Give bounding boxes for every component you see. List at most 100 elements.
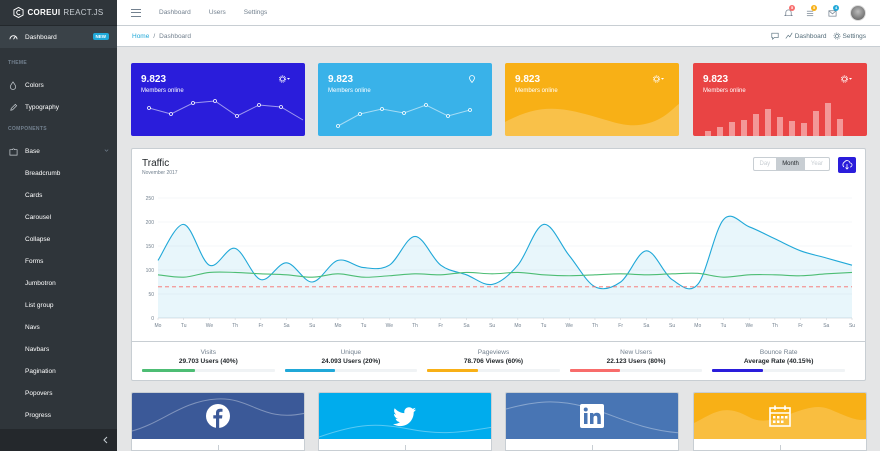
social-card-linkedin bbox=[505, 392, 679, 451]
sidebar-item-cards[interactable]: Cards bbox=[0, 184, 117, 206]
sidebar-item-label: Jumbotron bbox=[25, 279, 56, 287]
footer-stat-key: Bounce Rate bbox=[759, 349, 798, 356]
x-tick-label: Mo bbox=[334, 323, 341, 329]
sidebar-item-popovers[interactable]: Popovers bbox=[0, 382, 117, 404]
sidebar-item-jumbotron[interactable]: Jumbotron bbox=[0, 272, 117, 294]
header-link-users[interactable]: Users bbox=[208, 9, 226, 16]
y-tick-label: 100 bbox=[146, 268, 155, 274]
x-tick-label: Th bbox=[772, 323, 778, 329]
sidebar-item-colors[interactable]: Colors bbox=[0, 74, 117, 96]
chevron-down-icon bbox=[104, 149, 109, 152]
social-card-calendar bbox=[693, 392, 867, 451]
speech-icon[interactable] bbox=[771, 32, 779, 40]
brand[interactable]: COREUI REACT.JS bbox=[0, 0, 117, 26]
sidebar-item-label: Pagination bbox=[25, 367, 56, 375]
stat-value: 9.823 bbox=[141, 74, 167, 85]
sidebar-item-pagination[interactable]: Pagination bbox=[0, 360, 117, 382]
gear-dropdown-icon[interactable] bbox=[279, 75, 291, 83]
progress-bar bbox=[427, 369, 560, 372]
footer-stat-key: New Users bbox=[620, 349, 652, 356]
download-button[interactable] bbox=[838, 157, 856, 173]
footer-stat-visits: Visits 29.703 Users (40%) bbox=[142, 342, 285, 381]
gear-dropdown-icon[interactable] bbox=[841, 75, 853, 83]
sidebar-item-navbars[interactable]: Navbars bbox=[0, 338, 117, 360]
header-link-settings[interactable]: Settings bbox=[243, 9, 268, 16]
range-button-group: Day Month Year bbox=[752, 157, 830, 171]
bar-sparkline-chart bbox=[705, 103, 843, 136]
x-tick-label: Sa bbox=[823, 323, 829, 329]
avatar[interactable] bbox=[850, 5, 866, 21]
x-tick-label: Mo bbox=[694, 323, 701, 329]
x-tick-label: Su bbox=[849, 323, 855, 329]
hamburger-menu-icon[interactable] bbox=[131, 8, 141, 17]
breadcrumb-dashboard-label: Dashboard bbox=[794, 32, 827, 40]
y-tick-label: 250 bbox=[146, 196, 155, 202]
mail-badge: 4 bbox=[833, 5, 840, 11]
breadcrumb-current: Dashboard bbox=[159, 32, 191, 40]
stat-card-members-1: 9.823 Members online bbox=[131, 63, 305, 136]
x-tick-label: Th bbox=[232, 323, 238, 329]
y-tick-label: 0 bbox=[151, 316, 154, 322]
area-sparkline-chart bbox=[505, 104, 679, 136]
location-pin-icon[interactable] bbox=[468, 75, 476, 83]
x-tick-label: Fr bbox=[438, 323, 443, 329]
footer-stat-bounce-rate: Bounce Rate Average Rate (40.15%) bbox=[712, 342, 855, 381]
mail-icon[interactable]: 4 bbox=[828, 5, 840, 18]
x-tick-label: Fr bbox=[618, 323, 623, 329]
traffic-subtitle: November 2017 bbox=[142, 170, 178, 176]
pencil-icon bbox=[8, 102, 18, 112]
sidebar-item-list-group[interactable]: List group bbox=[0, 294, 117, 316]
sidebar-item-typography[interactable]: Typography bbox=[0, 96, 117, 118]
gear-dropdown-icon[interactable] bbox=[653, 75, 665, 83]
range-button-day[interactable]: Day bbox=[759, 161, 771, 167]
sidebar-item-progress[interactable]: Progress bbox=[0, 404, 117, 426]
sidebar-item-label: Base bbox=[25, 147, 40, 155]
footer-stat-value: 78.706 Views (60%) bbox=[463, 358, 524, 365]
sidebar-item-breadcrumb[interactable]: Breadcrumb bbox=[0, 162, 117, 184]
range-button-month[interactable]: Month bbox=[776, 158, 805, 170]
traffic-chart: 0 50 100 150 200 250 Mo Tu We Th Fr Sa Su Mo Tu We Th Fr S… bbox=[146, 196, 856, 329]
range-button-year[interactable]: Year bbox=[810, 161, 823, 167]
sidebar-item-carousel[interactable]: Carousel bbox=[0, 206, 117, 228]
x-tick-label: Mo bbox=[514, 323, 521, 329]
sidebar-item-label: Cards bbox=[25, 191, 43, 199]
sidebar-item-base[interactable]: Base bbox=[0, 140, 117, 162]
brand-name: COREUI bbox=[27, 8, 61, 17]
stat-value: 9.823 bbox=[328, 74, 354, 85]
x-tick-label: Tu bbox=[361, 323, 367, 329]
list-icon[interactable]: 5 bbox=[806, 5, 818, 18]
stat-label: Members online bbox=[703, 88, 746, 94]
footer-stat-unique: Unique 24.093 Users (20%) bbox=[284, 342, 428, 381]
series-area bbox=[158, 216, 852, 318]
x-tick-label: Su bbox=[309, 323, 315, 329]
breadcrumb-home[interactable]: Home bbox=[132, 32, 150, 40]
sidebar-item-label: Collapse bbox=[25, 235, 51, 243]
sidebar-minimizer[interactable] bbox=[0, 429, 117, 451]
bell-icon[interactable]: 5 bbox=[784, 5, 796, 18]
new-badge: NEW bbox=[92, 33, 109, 40]
progress-bar bbox=[712, 369, 845, 372]
chevron-left-icon bbox=[103, 436, 108, 444]
nav-title-theme: THEME bbox=[8, 60, 27, 66]
sidebar-item-navs[interactable]: Navs bbox=[0, 316, 117, 338]
y-tick-label: 150 bbox=[146, 244, 155, 250]
cloud-download-icon bbox=[842, 160, 853, 170]
stat-card-members-3: 9.823 Members online bbox=[505, 63, 679, 136]
series-line-0 bbox=[157, 215, 853, 290]
sidebar-item-label: Navbars bbox=[25, 345, 50, 353]
header-link-dashboard[interactable]: Dashboard bbox=[159, 9, 191, 16]
graph-icon bbox=[785, 32, 793, 39]
breadcrumb-dashboard-link[interactable]: Dashboard bbox=[785, 32, 827, 40]
x-tick-label: We bbox=[206, 323, 214, 329]
breadcrumb-settings-label: Settings bbox=[842, 32, 867, 40]
sidebar-item-forms[interactable]: Forms bbox=[0, 250, 117, 272]
breadcrumb-settings-link[interactable]: Settings bbox=[833, 32, 867, 40]
sidebar-item-dashboard[interactable]: Dashboard NEW bbox=[0, 26, 117, 48]
bell-badge: 5 bbox=[789, 5, 796, 11]
progress-bar bbox=[569, 369, 703, 372]
sidebar-item-label: Forms bbox=[25, 257, 44, 265]
x-tick-label: Mo bbox=[155, 323, 162, 329]
progress-bar bbox=[284, 369, 418, 372]
footer-stat-key: Visits bbox=[200, 349, 216, 356]
sidebar-item-collapse[interactable]: Collapse bbox=[0, 228, 117, 250]
